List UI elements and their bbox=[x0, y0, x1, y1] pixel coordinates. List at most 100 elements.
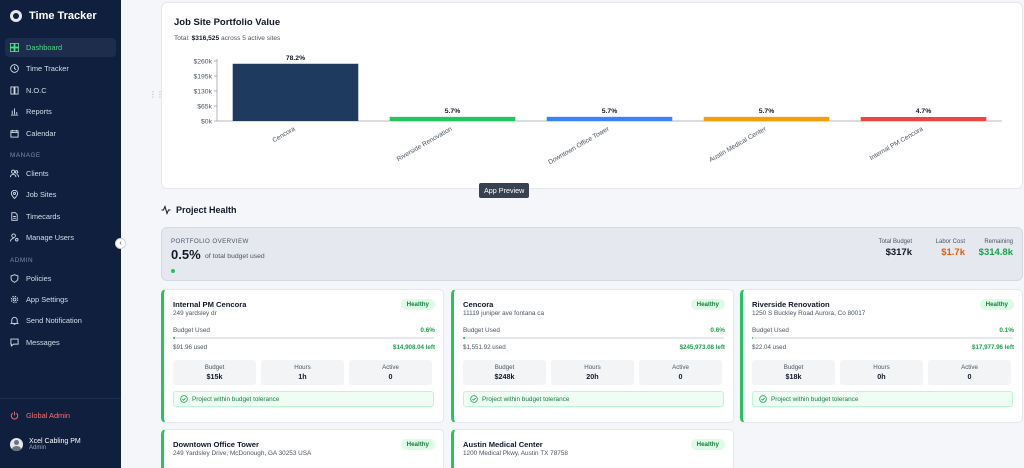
sidebar-item-noc[interactable]: N.O.C bbox=[5, 81, 116, 100]
sidebar-item-time-tracker[interactable]: Time Tracker bbox=[5, 59, 116, 78]
bar-data-label: 4.7% bbox=[916, 108, 932, 115]
check-circle-icon bbox=[470, 395, 478, 403]
dashboard-icon bbox=[10, 43, 19, 52]
budget-progress-fill bbox=[752, 337, 754, 339]
user-profile[interactable]: Xcel Cabling PM Admin bbox=[10, 438, 81, 451]
sidebar-item-timecards[interactable]: Timecards bbox=[5, 207, 116, 226]
active-stat: Active 0 bbox=[928, 360, 1011, 385]
user-name: Xcel Cabling PM bbox=[29, 438, 81, 445]
overview-label: PORTFOLIO OVERVIEW bbox=[171, 238, 249, 245]
site-card[interactable]: Austin Medical Center 1200 Medical Pkwy,… bbox=[451, 429, 734, 468]
drag-handle-icon[interactable]: ⋮⋮ bbox=[149, 90, 164, 99]
sidebar-item-label: Job Sites bbox=[26, 190, 57, 200]
overview-remaining: Remaining $314.8k bbox=[979, 239, 1013, 258]
overview-labor-cost: Labor Cost $1.7k bbox=[936, 239, 965, 258]
project-health-title: Project Health bbox=[176, 205, 237, 215]
amount-used: $22.04 used bbox=[752, 344, 787, 351]
brand[interactable]: Time Tracker bbox=[0, 0, 121, 32]
x-tick-label: Cencora bbox=[271, 126, 296, 145]
y-tick-label: $195k bbox=[193, 74, 212, 81]
sidebar-item-label: Messages bbox=[26, 337, 60, 347]
status-badge: Healthy bbox=[979, 299, 1014, 310]
bell-icon bbox=[10, 316, 19, 326]
sidebar-item-label: Manage Users bbox=[26, 233, 75, 243]
bar-data-label: 5.7% bbox=[759, 108, 775, 115]
site-name: Riverside Renovation bbox=[752, 300, 830, 309]
sidebar-item-messages[interactable]: Messages bbox=[5, 333, 116, 352]
chart-bar[interactable] bbox=[703, 116, 830, 121]
sidebar-item-label: Time Tracker bbox=[26, 64, 69, 74]
amount-used: $91.96 used bbox=[173, 344, 208, 351]
amount-left: $245,973.08 left bbox=[679, 344, 725, 351]
project-health-header: Project Health bbox=[161, 205, 237, 215]
chart-bar[interactable] bbox=[860, 117, 987, 121]
active-stat: Active 0 bbox=[349, 360, 432, 385]
hours-stat: Hours 0h bbox=[840, 360, 923, 385]
users-icon bbox=[10, 169, 19, 178]
site-card[interactable]: Cencora 11119 juniper ave fontana ca Hea… bbox=[451, 289, 734, 423]
stat-label: Budget bbox=[783, 364, 804, 371]
amount-used: $1,551.92 used bbox=[463, 344, 506, 351]
sidebar-item-policies[interactable]: Policies bbox=[5, 269, 116, 288]
stat-value: 0 bbox=[388, 372, 393, 381]
sidebar-item-label: Policies bbox=[26, 273, 52, 283]
total-budget-value: $317k bbox=[885, 247, 912, 258]
subtitle-prefix: Total: bbox=[174, 35, 190, 42]
stat-label: Hours bbox=[584, 364, 601, 371]
calendar-icon bbox=[10, 129, 19, 138]
chart-title: Job Site Portfolio Value bbox=[174, 17, 281, 28]
budget-progress-fill bbox=[173, 337, 175, 339]
budget-progress-fill bbox=[463, 337, 465, 339]
site-card[interactable]: Internal PM Cencora 249 yardsley dr Heal… bbox=[161, 289, 444, 423]
power-icon bbox=[10, 411, 19, 420]
sidebar-item-reports[interactable]: Reports bbox=[5, 102, 116, 121]
chart-bar[interactable] bbox=[389, 116, 516, 121]
sidebar-collapse-button[interactable]: ‹ bbox=[115, 238, 126, 249]
budget-used-label: Budget Used bbox=[752, 327, 789, 334]
chart-bar[interactable] bbox=[546, 116, 673, 121]
clock-icon bbox=[10, 64, 19, 74]
sidebar-item-label: Timecards bbox=[26, 211, 61, 221]
x-tick-label: Internal PM Cencora bbox=[869, 126, 925, 162]
overview-percent: 0.5% bbox=[171, 247, 201, 262]
sidebar-item-label: Calendar bbox=[26, 128, 56, 138]
app-preview-tooltip: App Preview bbox=[479, 183, 530, 198]
sidebar-item-dashboard[interactable]: Dashboard bbox=[5, 38, 116, 57]
bar-data-label: 5.7% bbox=[445, 108, 461, 115]
stat-value: $15k bbox=[206, 372, 223, 381]
sidebar-item-calendar[interactable]: Calendar bbox=[5, 124, 116, 143]
sidebar-item-send-notification[interactable]: Send Notification bbox=[5, 311, 116, 330]
budget-tolerance-note: Project within budget tolerance bbox=[173, 391, 434, 407]
tolerance-text: Project within budget tolerance bbox=[771, 395, 859, 403]
status-badge: Healthy bbox=[400, 299, 435, 310]
stat-value: 20h bbox=[586, 372, 599, 381]
stat-label: Hours bbox=[873, 364, 890, 371]
sidebar-item-job-sites[interactable]: Job Sites bbox=[5, 185, 116, 204]
main-content: ⋮⋮ Job Site Portfolio Value Total: $316,… bbox=[121, 0, 1024, 468]
status-badge: Healthy bbox=[690, 439, 725, 450]
site-address: 1200 Medical Pkwy, Austin TX 78758 bbox=[463, 450, 568, 457]
site-address: 249 yardsley dr bbox=[173, 310, 217, 317]
overview-total-budget: Total Budget $317k bbox=[879, 239, 912, 258]
amount-left: $17,977.96 left bbox=[972, 344, 1014, 351]
sidebar-item-label: Clients bbox=[26, 168, 49, 178]
x-tick-label: Downtown Office Tower bbox=[547, 125, 611, 166]
subtitle-suffix: across 5 active sites bbox=[220, 35, 281, 42]
sidebar-item-manage-users[interactable]: Manage Users bbox=[5, 228, 116, 247]
sidebar-nav: Dashboard Time Tracker N.O.C Reports Cal… bbox=[0, 32, 121, 352]
stat-label: Budget bbox=[204, 364, 225, 371]
site-address: 249 Yardsley Drive, McDonough, GA 30253 … bbox=[173, 450, 312, 457]
map-pin-icon bbox=[10, 190, 19, 200]
sidebar-item-global-admin[interactable]: Global Admin bbox=[5, 406, 116, 425]
book-icon bbox=[10, 86, 19, 95]
shield-icon bbox=[10, 273, 19, 283]
sidebar-item-clients[interactable]: Clients bbox=[5, 164, 116, 183]
sidebar-item-app-settings[interactable]: App Settings bbox=[5, 290, 116, 309]
budget-tolerance-note: Project within budget tolerance bbox=[463, 391, 724, 407]
total-budget-label: Total Budget bbox=[878, 239, 912, 245]
chart-bar[interactable] bbox=[232, 63, 359, 121]
site-name: Downtown Office Tower bbox=[173, 440, 259, 449]
stat-value: $248k bbox=[494, 372, 515, 381]
site-card[interactable]: Riverside Renovation 1250 S Buckley Road… bbox=[740, 289, 1023, 423]
site-card[interactable]: Downtown Office Tower 249 Yardsley Drive… bbox=[161, 429, 444, 468]
